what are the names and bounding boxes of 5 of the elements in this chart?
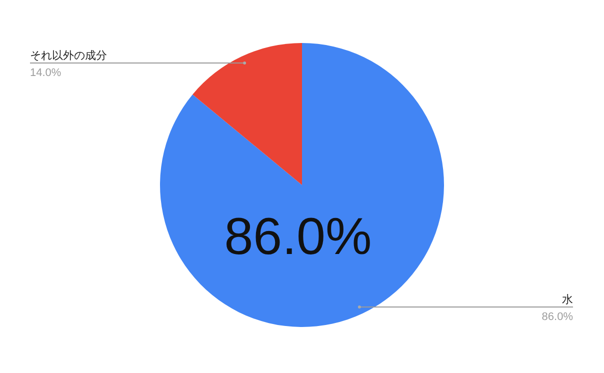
text: 86.0% (224, 208, 372, 266)
slice-label: 水 (562, 293, 573, 306)
slice-label: それ以外の成分 (30, 48, 107, 62)
data-label: 14.0% (30, 66, 62, 79)
data-label: 86.0% (542, 311, 574, 324)
